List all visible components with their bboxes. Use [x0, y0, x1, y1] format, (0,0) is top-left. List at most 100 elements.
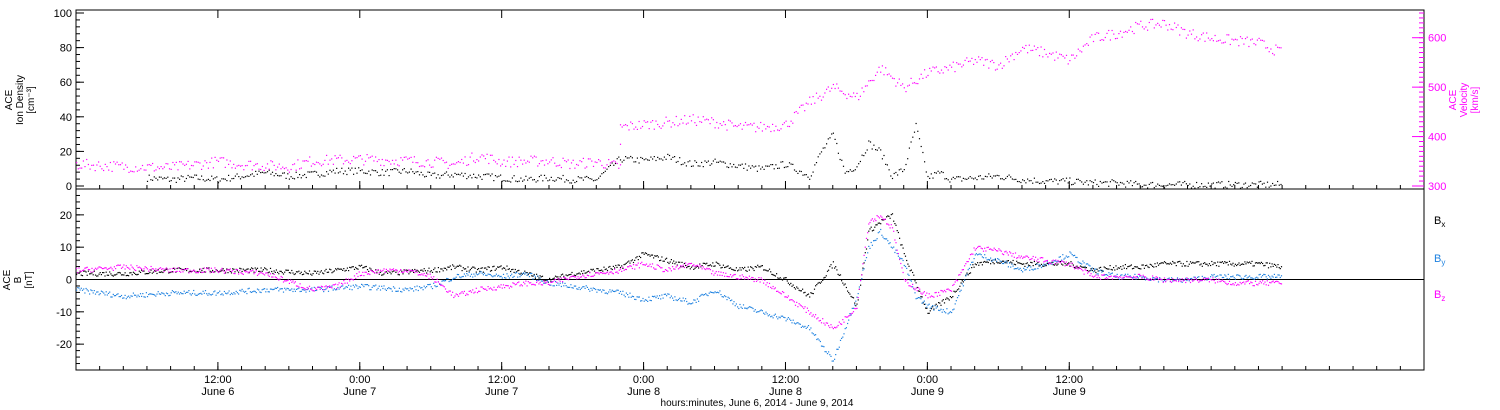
- by-series-point: [915, 298, 917, 300]
- bz-series-point: [1163, 277, 1166, 279]
- velocity-series-point: [155, 169, 157, 171]
- bz-series-point: [1159, 278, 1161, 280]
- bx-series-point: [267, 272, 269, 274]
- by-series-point: [394, 287, 396, 289]
- bz-series-point: [683, 266, 685, 269]
- by-series-point: [881, 234, 883, 236]
- bx-series-point: [155, 270, 157, 272]
- velocity-series-point: [331, 158, 333, 160]
- bx-series-point: [168, 272, 170, 274]
- bz-series-point: [933, 296, 935, 298]
- by-series-point: [752, 307, 754, 310]
- bx-series-point: [343, 268, 345, 270]
- by-series-point: [1254, 277, 1257, 279]
- ion_density-series-point: [214, 177, 216, 179]
- velocity-series-point: [1018, 52, 1020, 54]
- velocity-series-point: [717, 127, 720, 129]
- bz-series-point: [611, 272, 613, 274]
- ion_density-series-point: [150, 179, 152, 181]
- bz-series-point: [913, 287, 915, 289]
- bz-series-point: [131, 266, 133, 268]
- bz-series-point: [796, 301, 798, 303]
- velocity-series-point: [744, 121, 747, 124]
- by-series-point: [215, 294, 217, 296]
- bz-series-point: [1234, 282, 1236, 284]
- by-series-point: [123, 297, 125, 299]
- bx-series-point: [669, 261, 671, 263]
- bz-series-point: [178, 270, 181, 272]
- velocity-series-point: [631, 123, 633, 125]
- bx-series-point: [1193, 262, 1195, 264]
- bx-series-point: [725, 266, 727, 268]
- by-series-point: [855, 300, 857, 302]
- by-series-point: [124, 294, 126, 296]
- by-series-point: [682, 297, 684, 299]
- bz-series-point: [391, 269, 393, 271]
- bz-series-point: [225, 271, 227, 273]
- ion_density-series-point: [964, 178, 966, 180]
- by-series-point: [707, 295, 709, 297]
- bz-series-point: [742, 276, 745, 278]
- ion_density-series-point: [918, 138, 921, 140]
- by-series-point: [812, 333, 814, 335]
- bx-series-point: [330, 269, 332, 271]
- velocity-series-point: [1109, 39, 1111, 41]
- ion_density-series-point: [672, 156, 674, 158]
- bx-series-point: [1016, 260, 1018, 262]
- bx-series-point: [949, 296, 951, 298]
- ion_density-series-point: [778, 167, 780, 169]
- by-series-point: [654, 295, 656, 297]
- by-series-point: [86, 289, 88, 291]
- bz-series-point: [724, 275, 726, 277]
- by-series-point: [162, 292, 164, 294]
- bx-series-point: [783, 277, 785, 279]
- velocity-series-point: [1209, 39, 1211, 41]
- bx-series-point: [865, 248, 868, 250]
- bz-series-point: [1120, 276, 1122, 278]
- bx-series-point: [1160, 262, 1162, 264]
- velocity-series-point: [827, 86, 829, 88]
- velocity-series-point: [248, 160, 250, 162]
- bz-series-point: [1236, 284, 1238, 286]
- by-series-point: [534, 276, 536, 278]
- by-series-point: [1085, 263, 1087, 265]
- by-series-point: [204, 290, 207, 292]
- bx-series-point: [505, 269, 507, 271]
- bz-series-point: [622, 266, 624, 268]
- bz-series-point: [864, 246, 866, 248]
- velocity-series-point: [1087, 44, 1089, 46]
- bz-series-point: [936, 295, 938, 297]
- bx-series-point: [1148, 266, 1150, 269]
- bx-series-point: [969, 272, 972, 274]
- velocity-series-point: [935, 66, 937, 68]
- bx-series-point: [255, 268, 257, 270]
- by-series-point: [917, 297, 920, 299]
- bx-series-point: [390, 273, 392, 275]
- by-series-point: [649, 299, 651, 301]
- velocity-series-point: [619, 164, 622, 166]
- ion_density-series-point: [1028, 180, 1030, 182]
- by-series-point: [1189, 278, 1192, 280]
- ion_density-series-point: [822, 147, 824, 149]
- ion_density-series-point: [1008, 174, 1010, 176]
- bz-series-point: [176, 270, 178, 272]
- by-series-point: [219, 290, 221, 292]
- by-series-point: [1009, 262, 1011, 264]
- bx-series-point: [305, 272, 307, 274]
- by-series-point: [962, 285, 964, 287]
- ion_density-series-point: [368, 170, 370, 172]
- velocity-series-point: [143, 169, 145, 171]
- bx-series-point: [873, 229, 875, 231]
- by-series-point: [550, 284, 552, 286]
- bx-series-point: [1030, 261, 1032, 263]
- ion_density-series-point: [527, 179, 529, 181]
- velocity-series-point: [1260, 39, 1262, 41]
- velocity-series-point: [427, 159, 429, 161]
- velocity-series-point: [1064, 57, 1066, 59]
- bz-series-point: [260, 271, 262, 273]
- bz-series-point: [732, 275, 734, 277]
- by-series-point: [338, 288, 340, 290]
- by-series-point: [1249, 275, 1251, 277]
- bx-series-point: [527, 274, 529, 276]
- by-series: [76, 228, 1283, 362]
